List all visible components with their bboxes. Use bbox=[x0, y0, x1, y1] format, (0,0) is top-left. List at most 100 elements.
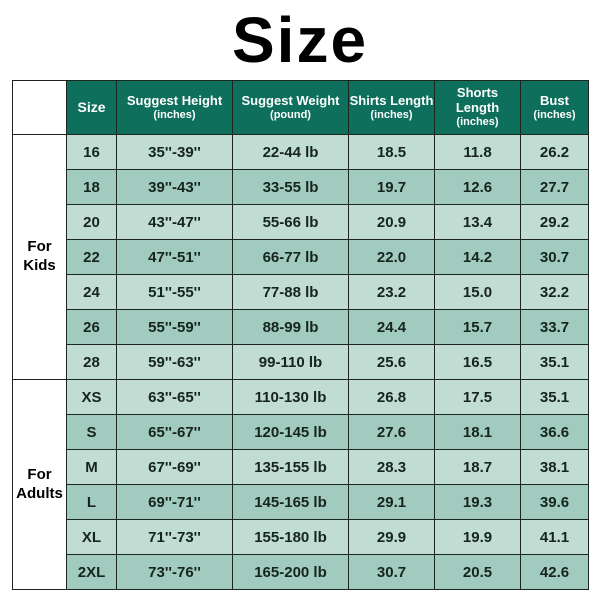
cell-shirts: 30.7 bbox=[349, 555, 435, 590]
table-row: ForAdultsXS63''-65''110-130 lb26.817.535… bbox=[13, 380, 589, 415]
cell-height: 67''-69'' bbox=[117, 450, 233, 485]
table-body: ForKids1635''-39''22-44 lb18.511.826.218… bbox=[13, 135, 589, 590]
cell-bust: 29.2 bbox=[521, 205, 589, 240]
cell-shirts: 29.9 bbox=[349, 520, 435, 555]
cell-bust: 33.7 bbox=[521, 310, 589, 345]
cell-shorts: 15.7 bbox=[435, 310, 521, 345]
cell-weight: 145-165 lb bbox=[233, 485, 349, 520]
cell-bust: 26.2 bbox=[521, 135, 589, 170]
cell-weight: 135-155 lb bbox=[233, 450, 349, 485]
cell-height: 73''-76'' bbox=[117, 555, 233, 590]
cell-shorts: 14.2 bbox=[435, 240, 521, 275]
cell-height: 43''-47'' bbox=[117, 205, 233, 240]
header-label: Suggest Height bbox=[117, 94, 232, 109]
cell-weight: 22-44 lb bbox=[233, 135, 349, 170]
group-label: ForAdults bbox=[13, 380, 67, 590]
table-row: 2451''-55''77-88 lb23.215.032.2 bbox=[13, 275, 589, 310]
group-label: ForKids bbox=[13, 135, 67, 380]
cell-size: S bbox=[67, 415, 117, 450]
cell-shirts: 25.6 bbox=[349, 345, 435, 380]
cell-bust: 38.1 bbox=[521, 450, 589, 485]
cell-shorts: 19.3 bbox=[435, 485, 521, 520]
cell-bust: 35.1 bbox=[521, 380, 589, 415]
cell-height: 69''-71'' bbox=[117, 485, 233, 520]
cell-weight: 88-99 lb bbox=[233, 310, 349, 345]
header-shirts: Shirts Length (inches) bbox=[349, 81, 435, 135]
header-sub: (inches) bbox=[521, 109, 588, 122]
table-row: M67''-69''135-155 lb28.318.738.1 bbox=[13, 450, 589, 485]
cell-shirts: 24.4 bbox=[349, 310, 435, 345]
cell-shorts: 17.5 bbox=[435, 380, 521, 415]
header-label: Suggest Weight bbox=[233, 94, 348, 109]
cell-size: 24 bbox=[67, 275, 117, 310]
group-label-line: Adults bbox=[13, 485, 66, 504]
page-title: Size bbox=[232, 8, 368, 72]
cell-height: 59''-63'' bbox=[117, 345, 233, 380]
cell-size: M bbox=[67, 450, 117, 485]
cell-size: 22 bbox=[67, 240, 117, 275]
table-row: 1839''-43''33-55 lb19.712.627.7 bbox=[13, 170, 589, 205]
cell-height: 65''-67'' bbox=[117, 415, 233, 450]
cell-shorts: 20.5 bbox=[435, 555, 521, 590]
table-row: XL71''-73''155-180 lb29.919.941.1 bbox=[13, 520, 589, 555]
cell-size: 28 bbox=[67, 345, 117, 380]
cell-bust: 36.6 bbox=[521, 415, 589, 450]
cell-shorts: 18.1 bbox=[435, 415, 521, 450]
cell-size: 18 bbox=[67, 170, 117, 205]
group-label-line: Kids bbox=[13, 257, 66, 276]
cell-weight: 110-130 lb bbox=[233, 380, 349, 415]
cell-shorts: 18.7 bbox=[435, 450, 521, 485]
cell-height: 47''-51'' bbox=[117, 240, 233, 275]
table-row: 2043''-47''55-66 lb20.913.429.2 bbox=[13, 205, 589, 240]
cell-shirts: 23.2 bbox=[349, 275, 435, 310]
header-label: Bust bbox=[521, 94, 588, 109]
cell-size: L bbox=[67, 485, 117, 520]
table-row: 2XL73''-76''165-200 lb30.720.542.6 bbox=[13, 555, 589, 590]
cell-shirts: 18.5 bbox=[349, 135, 435, 170]
cell-bust: 32.2 bbox=[521, 275, 589, 310]
header-sub: (inches) bbox=[435, 116, 520, 129]
header-height: Suggest Height (inches) bbox=[117, 81, 233, 135]
header-shorts: Shorts Length (inches) bbox=[435, 81, 521, 135]
cell-shirts: 20.9 bbox=[349, 205, 435, 240]
cell-size: 26 bbox=[67, 310, 117, 345]
table-row: S65''-67''120-145 lb27.618.136.6 bbox=[13, 415, 589, 450]
cell-weight: 165-200 lb bbox=[233, 555, 349, 590]
cell-shirts: 27.6 bbox=[349, 415, 435, 450]
cell-weight: 33-55 lb bbox=[233, 170, 349, 205]
header-group-blank bbox=[13, 81, 67, 135]
header-row: Size Suggest Height (inches) Suggest Wei… bbox=[13, 81, 589, 135]
header-weight: Suggest Weight (pound) bbox=[233, 81, 349, 135]
cell-shirts: 29.1 bbox=[349, 485, 435, 520]
cell-size: XL bbox=[67, 520, 117, 555]
cell-size: 2XL bbox=[67, 555, 117, 590]
cell-shirts: 26.8 bbox=[349, 380, 435, 415]
cell-bust: 39.6 bbox=[521, 485, 589, 520]
header-sub: (pound) bbox=[233, 109, 348, 122]
cell-height: 63''-65'' bbox=[117, 380, 233, 415]
cell-height: 55''-59'' bbox=[117, 310, 233, 345]
cell-weight: 155-180 lb bbox=[233, 520, 349, 555]
cell-height: 51''-55'' bbox=[117, 275, 233, 310]
cell-shorts: 12.6 bbox=[435, 170, 521, 205]
cell-weight: 120-145 lb bbox=[233, 415, 349, 450]
group-label-line: For bbox=[13, 238, 66, 257]
cell-shirts: 28.3 bbox=[349, 450, 435, 485]
header-sub: (inches) bbox=[117, 109, 232, 122]
cell-weight: 66-77 lb bbox=[233, 240, 349, 275]
cell-bust: 27.7 bbox=[521, 170, 589, 205]
cell-shorts: 19.9 bbox=[435, 520, 521, 555]
group-label-line: For bbox=[13, 466, 66, 485]
cell-shorts: 16.5 bbox=[435, 345, 521, 380]
table-row: 2247''-51''66-77 lb22.014.230.7 bbox=[13, 240, 589, 275]
header-size: Size bbox=[67, 81, 117, 135]
cell-bust: 30.7 bbox=[521, 240, 589, 275]
header-sub: (inches) bbox=[349, 109, 434, 122]
cell-shorts: 13.4 bbox=[435, 205, 521, 240]
table-row: ForKids1635''-39''22-44 lb18.511.826.2 bbox=[13, 135, 589, 170]
cell-shorts: 15.0 bbox=[435, 275, 521, 310]
cell-bust: 42.6 bbox=[521, 555, 589, 590]
size-table: Size Suggest Height (inches) Suggest Wei… bbox=[12, 80, 589, 590]
cell-size: 20 bbox=[67, 205, 117, 240]
header-label: Size bbox=[67, 99, 116, 115]
